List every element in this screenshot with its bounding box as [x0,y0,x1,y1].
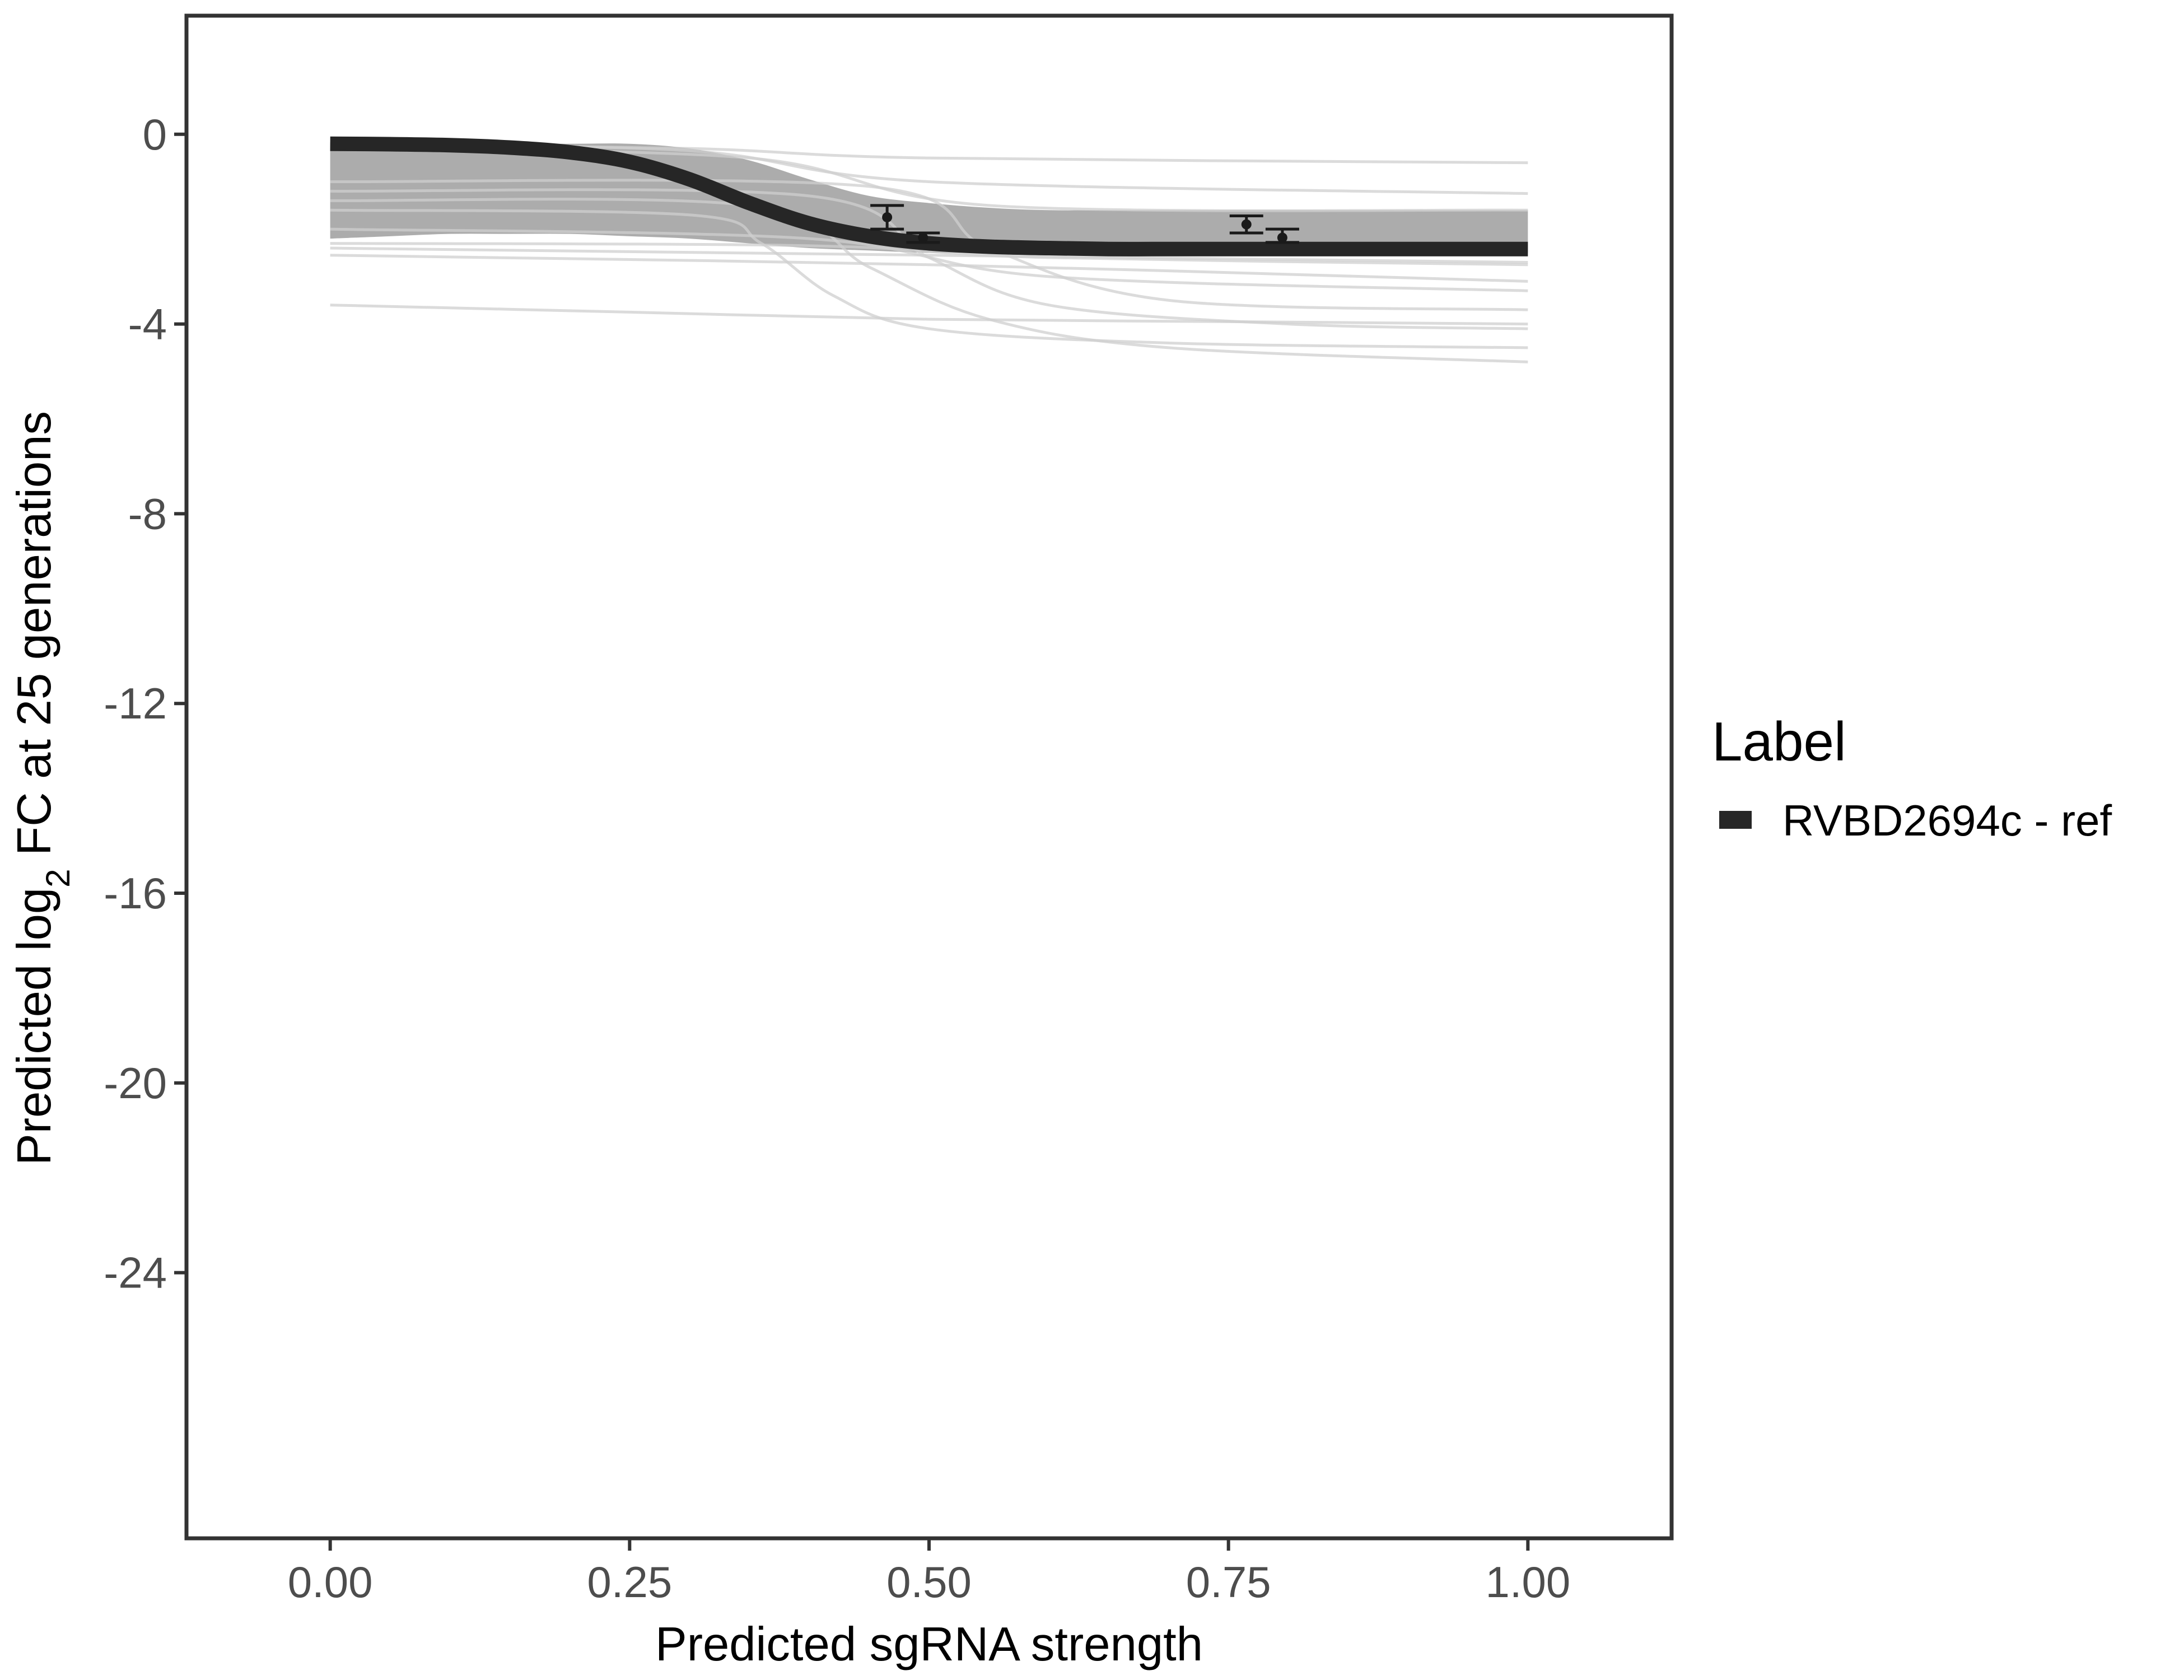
y-tick-label: -12 [104,679,167,728]
y-axis-title-subscript: 2 [39,869,77,887]
data-point [1241,219,1252,230]
posterior-draw-line [330,242,1528,267]
posterior-band [330,143,1528,253]
posterior-draw-line [330,227,1528,292]
posterior-band-layer [330,143,1528,253]
data-point-with-error-bar [1229,214,1263,235]
legend: Label RVBD2694c - ref [1712,711,2112,845]
legend-entry-label: RVBD2694c - ref [1782,796,2112,845]
plot-panel-border [184,13,1674,1541]
data-point [882,212,893,222]
y-axis-title-suffix: FC at 25 generations [8,411,61,869]
y-axis-title: Predicted log2 FC at 25 generations [8,411,77,1165]
data-point-with-error-bar [1265,227,1299,244]
posterior-draw-line [330,198,1528,363]
x-axis-title: Predicted sgRNA strength [655,1618,1203,1671]
data-point-with-error-bar [870,204,904,231]
posterior-draw-line [330,254,1528,283]
y-axis-title-prefix: Predicted log [8,888,61,1165]
legend-title: Label [1712,711,1846,772]
data-point [1277,232,1287,243]
data-point-with-error-bar [906,231,940,244]
x-tick-label: 0.50 [886,1557,972,1607]
y-tick-label: 0 [143,110,167,159]
x-tick-label: 0.75 [1186,1557,1271,1607]
posterior-draw-line [330,246,1528,264]
x-axis: 0.00 0.25 0.50 0.75 1.00 [288,1540,1570,1607]
observed-points-layer [870,204,1299,244]
legend-key-swatch [1719,811,1752,829]
y-tick-label: -4 [128,300,167,349]
plot-area [330,136,1528,363]
y-tick-label: -20 [104,1058,167,1108]
x-tick-label: 0.00 [288,1557,373,1607]
y-tick-label: -24 [104,1248,167,1298]
posterior-draw-line [330,304,1528,326]
x-tick-label: 0.25 [587,1557,672,1607]
y-axis: 0 -4 -8 -12 -16 -20 -24 [104,110,185,1298]
posterior-draw-line [330,208,1528,349]
x-tick-label: 1.00 [1485,1557,1570,1607]
posterior-draw-line [330,188,1528,330]
y-tick-label: -16 [104,869,167,918]
y-tick-label: -8 [128,489,167,538]
data-point [918,232,928,243]
